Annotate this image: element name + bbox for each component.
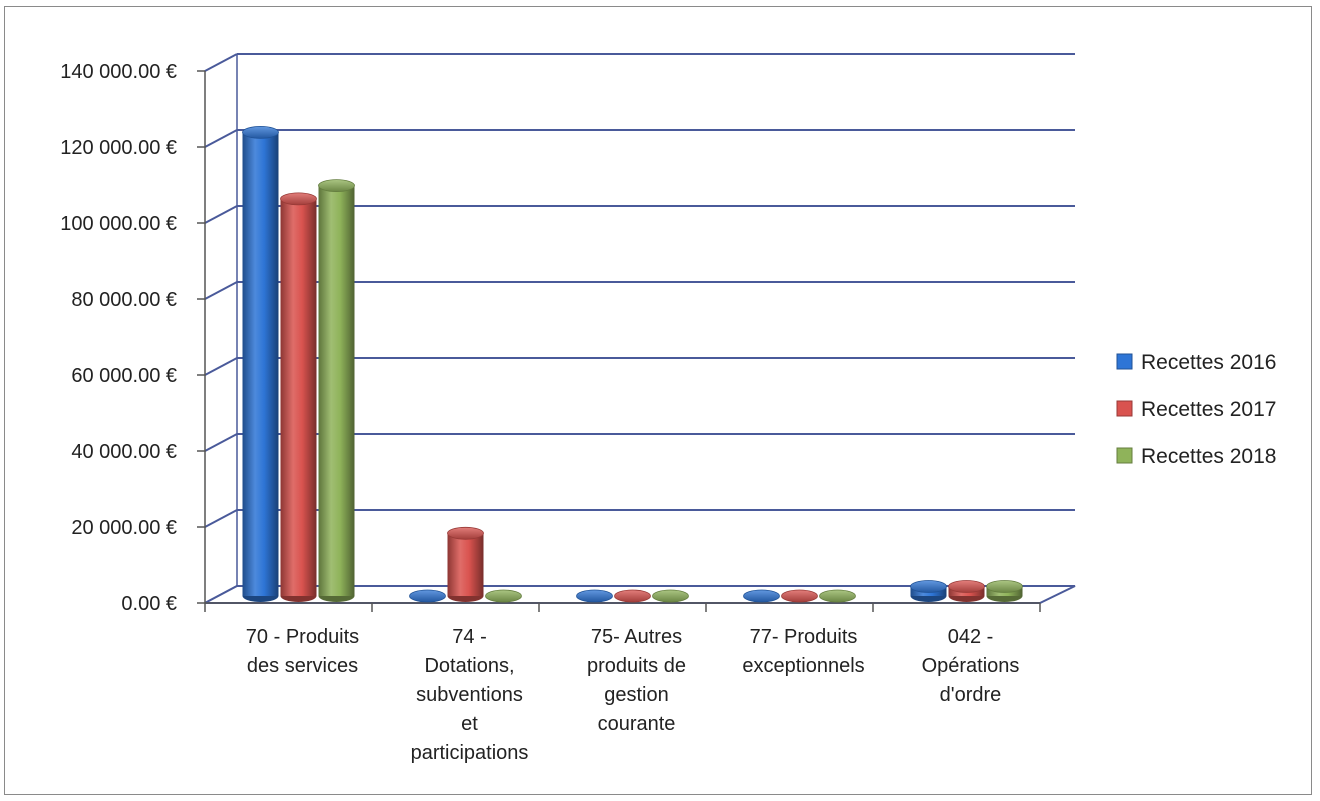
bar-top [242, 125, 279, 139]
side-gridline-4 [204, 281, 238, 300]
bar-front [280, 198, 317, 596]
bar [576, 589, 613, 603]
legend-swatch [1116, 447, 1133, 464]
bar-top [485, 589, 522, 603]
y-ticks: 0.00 € 20 000.00 € 40 000.00 € 60 000.00 € 8… [60, 61, 205, 615]
y-tick-label: 40 000.00 € [71, 441, 177, 463]
y-tick-label: 100 000.00 € [60, 213, 177, 235]
bar [614, 589, 651, 603]
bar-top [743, 589, 780, 603]
bar-top [948, 580, 985, 593]
side-gridline-6 [204, 129, 238, 148]
bar-top [409, 589, 446, 603]
bar-top [614, 589, 651, 603]
x-category-label-line: Dotations, [424, 655, 514, 677]
side-gridline-3 [204, 357, 238, 376]
x-category-label-line: courante [598, 713, 676, 735]
bars [242, 125, 1023, 603]
bar-top [447, 526, 484, 540]
bar [781, 589, 818, 603]
x-category-label-line: et [461, 713, 478, 735]
side-gridline-1 [204, 509, 238, 528]
side-gridline-2 [204, 433, 238, 452]
bar-top [576, 589, 613, 603]
x-category-label-line: 74 - [452, 626, 486, 648]
x-category-label-line: 042 - [948, 626, 994, 648]
y-tick-label: 20 000.00 € [71, 517, 177, 539]
x-category-label-line: d'ordre [940, 684, 1002, 706]
x-category-label-line: 77- Produits [750, 626, 858, 648]
x-category-label-line: des services [247, 655, 358, 677]
legend-item: Recettes 2017 [1116, 398, 1276, 421]
bar [652, 589, 689, 603]
x-category-label: 77- Produits exceptionnels [742, 626, 864, 677]
x-category-label-line: 70 - Produits [246, 626, 359, 648]
x-ticks [204, 603, 1041, 612]
x-category-label: 75- Autres produits de gestion courante [587, 626, 686, 735]
bar [910, 580, 947, 602]
x-category-label-line: exceptionnels [742, 655, 864, 677]
y-tick-label: 80 000.00 € [71, 289, 177, 311]
bar-front [318, 185, 355, 596]
legend-label: Recettes 2017 [1141, 398, 1276, 421]
y-tick-label: 60 000.00 € [71, 365, 177, 387]
x-category-label-line: 75- Autres [591, 626, 682, 648]
y-tick-label: 120 000.00 € [60, 137, 177, 159]
side-gridline-7 [204, 53, 238, 72]
bar [242, 125, 279, 602]
x-category-label: 70 - Produits des services [246, 626, 359, 677]
legend: Recettes 2016 Recettes 2017 Recettes 2018 [1116, 351, 1276, 468]
bar [485, 589, 522, 603]
x-category-label-line: Opérations [922, 655, 1020, 677]
legend-swatch [1116, 353, 1133, 370]
x-category-label-line: produits de [587, 655, 686, 677]
legend-swatch [1116, 400, 1133, 417]
legend-item: Recettes 2018 [1116, 445, 1276, 468]
bar-top [652, 589, 689, 603]
legend-label: Recettes 2018 [1141, 445, 1276, 468]
side-gridline-5 [204, 205, 238, 224]
y-tick-label: 140 000.00 € [60, 61, 177, 83]
x-category-label-line: gestion [604, 684, 669, 706]
y-tick-label: 0.00 € [121, 593, 177, 615]
bar [447, 526, 484, 602]
bar [986, 580, 1023, 602]
bar-top [910, 580, 947, 593]
bar-top [280, 192, 317, 206]
bar-front [447, 533, 484, 596]
x-category-label-line: subventions [416, 684, 523, 706]
bar [318, 179, 355, 602]
x-category-label-line: participations [411, 742, 529, 764]
bar [280, 192, 317, 602]
bar-top [819, 589, 856, 603]
legend-label: Recettes 2016 [1141, 351, 1276, 374]
x-category-label: 74 - Dotations, subventions et participation… [411, 626, 529, 764]
bar [819, 589, 856, 603]
bar-front [242, 132, 279, 596]
bar-top [781, 589, 818, 603]
x-category-label: 042 - Opérations d'ordre [922, 626, 1020, 706]
bar-top [318, 179, 355, 193]
bar [948, 580, 985, 602]
x-category-labels: 70 - Produits des services 74 - Dotations, s… [246, 626, 1020, 764]
bar [409, 589, 446, 603]
legend-item: Recettes 2016 [1116, 351, 1276, 374]
bar [743, 589, 780, 603]
bar-top [986, 580, 1023, 593]
